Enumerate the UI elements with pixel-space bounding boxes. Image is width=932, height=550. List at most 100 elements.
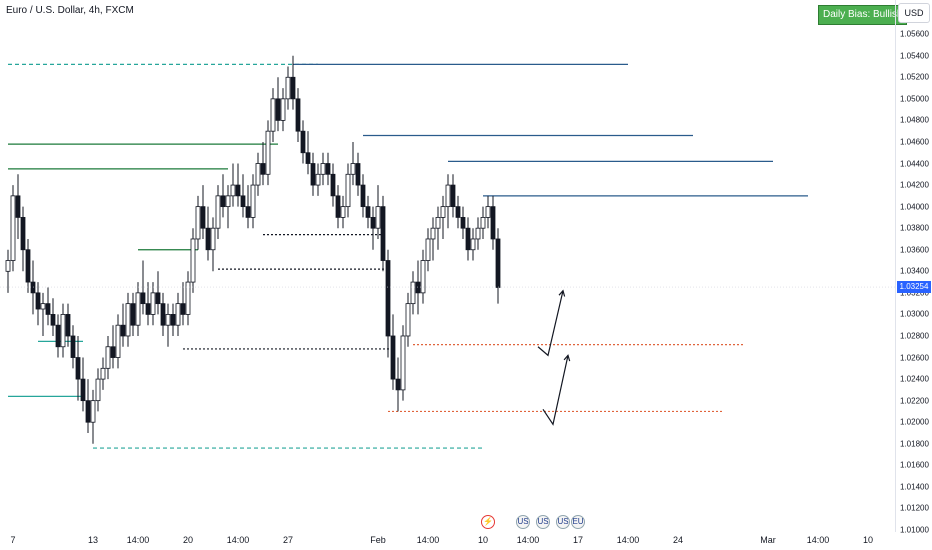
arrow-head-0 [558,289,566,297]
time-tick-label: Mar [760,535,776,545]
candle-body [415,281,421,294]
candle-body [245,206,251,218]
candle-body [330,173,336,197]
symbol-title: Euro / U.S. Dollar, 4h, FXCM [6,5,134,16]
candle-body [445,184,451,208]
price-tick-label: 1.05200 [900,72,929,82]
candle-body [5,260,11,272]
time-tick-label: 14:00 [516,535,540,545]
candle-body [305,152,311,164]
candle-body [170,314,176,326]
candle-body [350,163,356,175]
candle-body [60,314,66,348]
candle-body [400,335,406,391]
price-tick-label: 1.04600 [900,137,929,147]
candle-body [310,163,316,186]
candle-body [455,206,461,218]
candle-body [390,335,396,380]
candle-body [410,281,416,305]
time-tick-label: 14:00 [806,535,830,545]
time-tick-label: 13 [87,535,99,545]
price-tick-label: 1.05600 [900,29,929,39]
candle-body [185,281,191,315]
candle-body [430,227,436,240]
projection-arrow-1 [542,355,569,426]
candle-body [275,98,281,121]
us-flag-icon[interactable]: US [536,515,550,529]
price-tick-label: 1.03000 [900,309,929,319]
candlestick-chart[interactable] [0,0,895,532]
candle-body [470,238,476,251]
candle-body [300,130,306,154]
lightning-icon[interactable]: ⚡ [481,515,495,529]
candle-body [120,324,126,337]
price-tick-label: 1.02200 [900,396,929,406]
candle-body [205,227,211,251]
candle-body [380,206,386,261]
candle-body [285,76,291,100]
candle-body [90,400,96,423]
price-tick-label: 1.03600 [900,245,929,255]
chart-plot-area[interactable] [0,0,895,532]
time-tick-label: 14:00 [616,535,640,545]
candle-body [55,324,61,348]
candle-body [280,98,286,121]
price-tick-label: 1.01000 [900,525,929,535]
candle-body [225,195,231,208]
candle-body [130,303,136,326]
time-tick-label: 24 [672,535,684,545]
candle-body [195,206,201,240]
candle-body [385,260,391,337]
candle-body [260,163,266,175]
candle-body [475,227,481,240]
price-tick-label: 1.01200 [900,503,929,513]
candle-body [180,303,186,315]
candle-body [485,206,491,218]
candle-body [10,195,16,261]
candle-body [290,76,296,100]
candle-body [105,346,111,369]
last-price-label: 1.03254 [897,281,931,294]
time-axis[interactable]: 7 13 14:00 20 14:00 27 Feb 14:00 10 14:00 17 14:00 2… [0,532,895,550]
time-tick-label: Feb [370,535,386,545]
candle-body [190,238,196,283]
price-tick-label: 1.02800 [900,331,929,341]
eu-flag-icon[interactable]: EU [571,515,585,529]
candle-body [270,98,276,132]
candle-body [230,184,236,197]
candle-body [135,292,141,326]
price-tick-label: 1.01800 [900,439,929,449]
candle-body [240,195,246,208]
candle-body [490,206,496,240]
candle-body [375,206,381,229]
candle-body [115,324,121,358]
candle-body [155,292,161,305]
candle-body [100,367,106,380]
candle-body [235,184,241,197]
candle-body [220,195,226,208]
candle-body [20,217,26,251]
candle-body [50,314,56,326]
us-flag-icon[interactable]: US [556,515,570,529]
us-flag-icon[interactable]: US [516,515,530,529]
time-tick-label: 10 [862,535,874,545]
currency-button[interactable]: USD [898,3,930,23]
candle-body [325,163,331,175]
candle-body [340,206,346,218]
candle-body [200,206,206,229]
price-tick-label: 1.04200 [900,180,929,190]
price-axis[interactable]: 1.05600 1.05400 1.05200 1.05000 1.04800 1.046… [895,0,932,535]
daily-bias-badge: Daily Bias: Bullish [818,5,908,25]
candle-body [370,217,376,229]
candle-body [395,378,401,391]
candle-body [295,98,301,132]
candle-body [435,217,441,229]
candle-body [125,303,131,337]
candle-body [355,163,361,186]
candle-body [360,184,366,208]
price-tick-label: 1.02400 [900,374,929,384]
candle-body [495,238,501,288]
price-tick-label: 1.01400 [900,482,929,492]
candle-body [95,378,101,402]
candle-body [165,314,171,326]
